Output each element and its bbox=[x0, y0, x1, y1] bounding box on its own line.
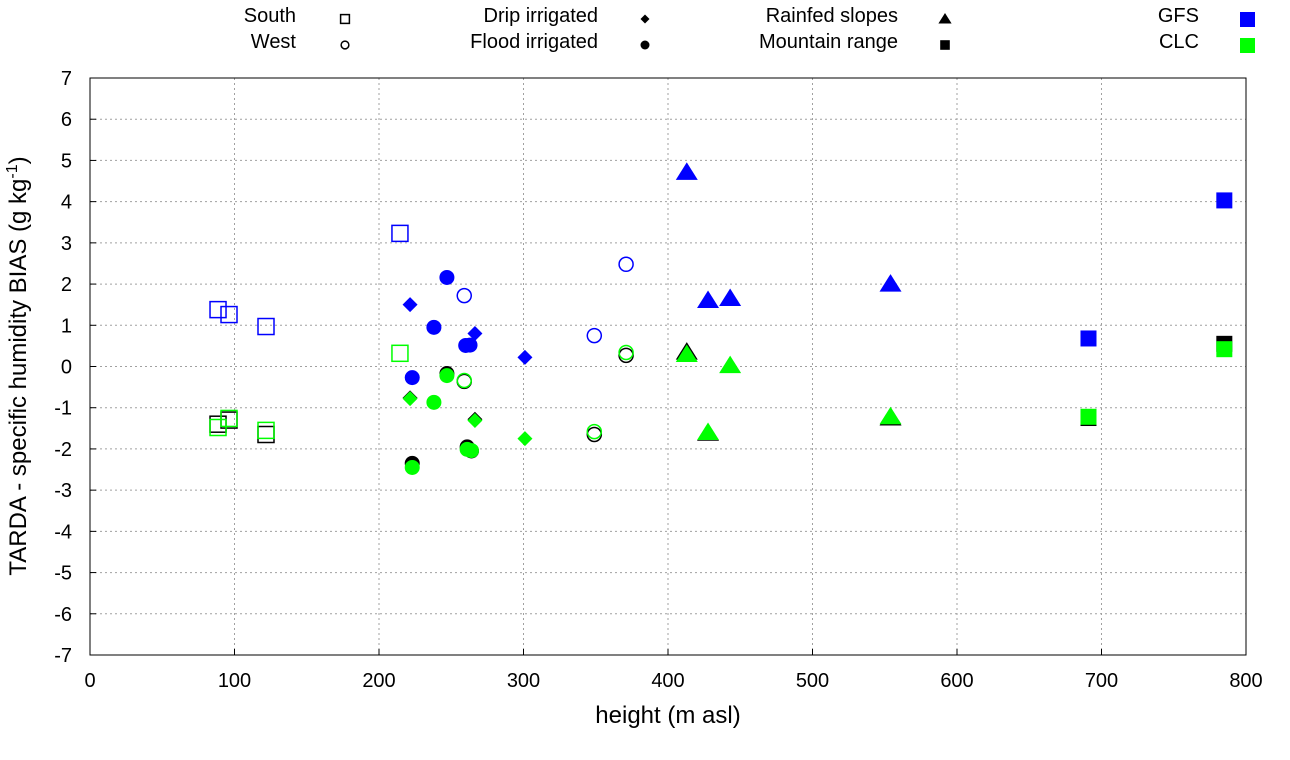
x-tick-label: 400 bbox=[651, 670, 684, 692]
legend-label: CLC bbox=[1159, 31, 1199, 53]
y-axis-label: TARDA - specific humidity BIAS (g kg-1) bbox=[4, 156, 32, 575]
y-tick-label: 0 bbox=[61, 357, 72, 379]
y-tick-label: 4 bbox=[61, 192, 72, 214]
data-point bbox=[404, 459, 420, 475]
data-point bbox=[220, 305, 238, 324]
x-tick-label: 700 bbox=[1085, 670, 1118, 692]
data-point bbox=[719, 355, 742, 374]
data-point bbox=[220, 409, 238, 428]
x-tick-label: 800 bbox=[1229, 670, 1262, 692]
y-tick-label: -4 bbox=[54, 521, 72, 543]
data-point bbox=[879, 406, 902, 425]
axis-ticks: 0 100 200 300 400 500 600 700 800 7 6 5 4 3 2 1 0 -1 -2 -3 -… bbox=[54, 68, 1262, 692]
data-point bbox=[456, 287, 473, 304]
data-point bbox=[391, 344, 409, 363]
data-point bbox=[463, 443, 479, 459]
data-point bbox=[391, 224, 409, 243]
legend-marker bbox=[340, 40, 350, 50]
data-point bbox=[675, 162, 698, 180]
data-point bbox=[697, 422, 720, 440]
data-point bbox=[402, 297, 418, 313]
data-point bbox=[1216, 192, 1233, 209]
y-tick-label: -2 bbox=[54, 439, 72, 461]
data-point bbox=[402, 391, 418, 407]
legend-label: Flood irrigated bbox=[470, 31, 598, 53]
data-point bbox=[257, 421, 275, 440]
legend-marker bbox=[640, 14, 650, 24]
data-point bbox=[675, 344, 698, 363]
data-point bbox=[467, 412, 483, 428]
data-point bbox=[404, 370, 420, 386]
data-point bbox=[462, 337, 478, 353]
y-tick-label: 3 bbox=[61, 233, 72, 255]
legend-label: South bbox=[244, 5, 296, 27]
legend-marker bbox=[339, 13, 351, 25]
legend-color-swatch bbox=[1240, 38, 1255, 53]
data-point bbox=[586, 426, 603, 443]
data-point bbox=[426, 319, 442, 335]
data-points bbox=[209, 162, 1233, 475]
y-tick-label: -3 bbox=[54, 480, 72, 502]
data-point bbox=[209, 415, 227, 433]
data-point bbox=[257, 317, 275, 336]
data-point bbox=[257, 425, 275, 444]
legend: South West Drip irrigated Flood irrigated Ra… bbox=[244, 5, 1255, 53]
y-tick-label: 2 bbox=[61, 274, 72, 296]
data-point bbox=[697, 290, 720, 309]
y-tick-label: 5 bbox=[61, 150, 72, 172]
data-point bbox=[456, 372, 473, 389]
y-tick-label: 7 bbox=[61, 68, 72, 90]
legend-marker bbox=[938, 13, 952, 24]
data-point bbox=[618, 344, 634, 361]
x-tick-label: 100 bbox=[218, 670, 251, 692]
legend-label: Drip irrigated bbox=[484, 5, 598, 27]
data-point bbox=[209, 300, 227, 319]
grid bbox=[90, 78, 1246, 655]
data-point bbox=[586, 327, 603, 344]
y-tick-label: -5 bbox=[54, 563, 72, 585]
y-tick-label: 1 bbox=[61, 315, 72, 337]
y-tick-label: -6 bbox=[54, 604, 72, 626]
data-point bbox=[467, 326, 483, 342]
legend-marker bbox=[640, 40, 650, 50]
data-point bbox=[439, 368, 455, 384]
x-tick-label: 0 bbox=[84, 670, 95, 692]
data-point bbox=[517, 431, 533, 447]
legend-label: Rainfed slopes bbox=[766, 5, 898, 27]
x-tick-label: 200 bbox=[362, 670, 395, 692]
data-point bbox=[618, 347, 634, 364]
data-point bbox=[586, 423, 603, 440]
data-point bbox=[1080, 408, 1097, 425]
data-point bbox=[1216, 341, 1233, 358]
data-point bbox=[439, 269, 455, 285]
data-point bbox=[618, 256, 634, 273]
legend-label: Mountain range bbox=[759, 31, 898, 53]
data-point bbox=[209, 418, 227, 437]
x-axis-label: height (m asl) bbox=[595, 702, 740, 729]
y-tick-label: -7 bbox=[54, 645, 72, 667]
data-point bbox=[517, 349, 533, 365]
data-point bbox=[719, 288, 742, 306]
x-tick-label: 300 bbox=[507, 670, 540, 692]
legend-marker bbox=[940, 40, 950, 50]
x-tick-label: 600 bbox=[940, 670, 973, 692]
legend-color-swatch bbox=[1240, 12, 1255, 27]
y-tick-label: 6 bbox=[61, 109, 72, 131]
x-tick-label: 500 bbox=[796, 670, 829, 692]
data-point bbox=[879, 274, 902, 292]
data-point bbox=[426, 394, 442, 410]
legend-label: West bbox=[251, 31, 297, 53]
legend-label: GFS bbox=[1158, 5, 1199, 27]
y-tick-label: -1 bbox=[54, 398, 72, 420]
data-point bbox=[1080, 330, 1097, 347]
